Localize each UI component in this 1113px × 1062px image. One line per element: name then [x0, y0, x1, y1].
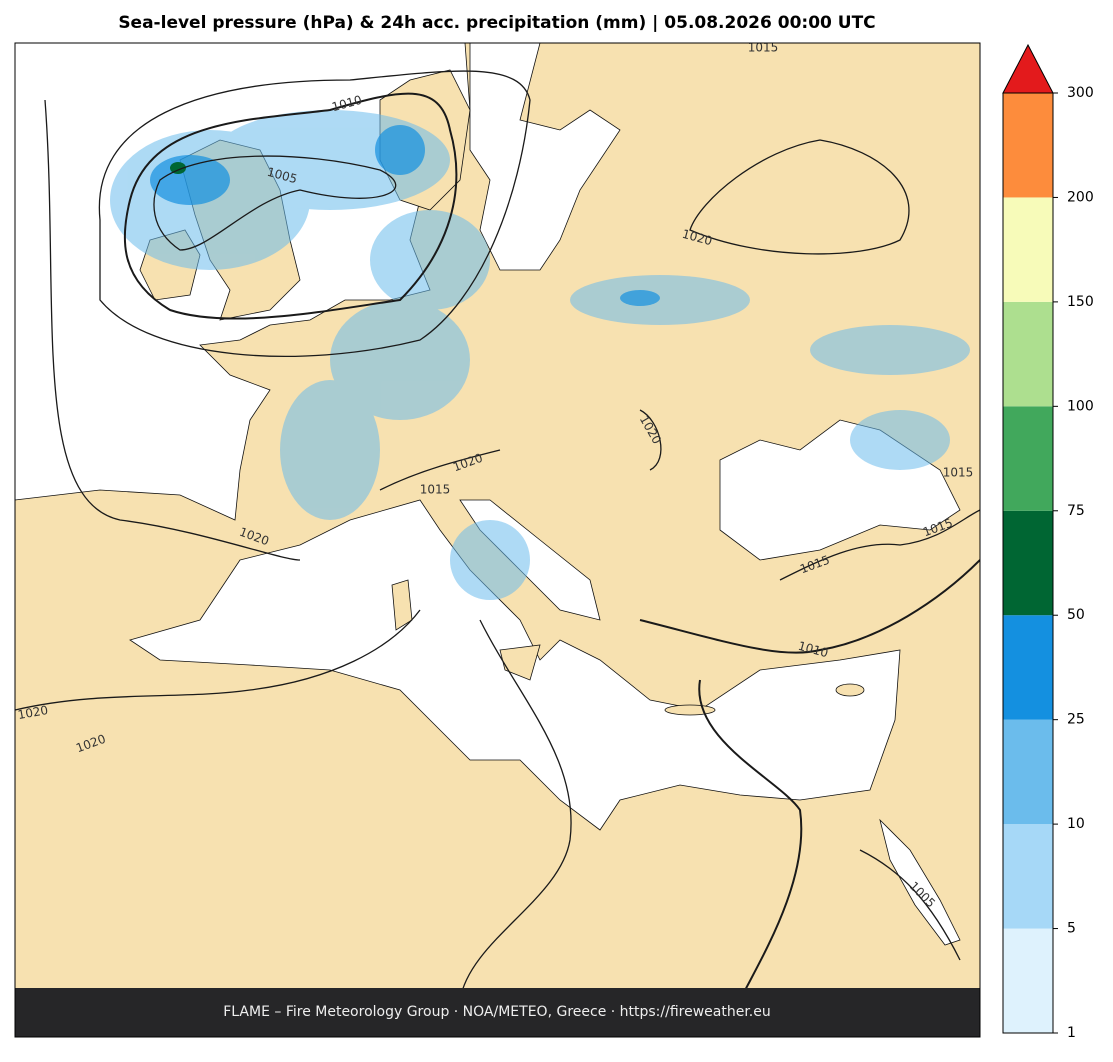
colorbar-tick-label: 25 — [1067, 712, 1085, 728]
colorbar-segment — [1003, 301, 1053, 407]
contour-label: 1015 — [420, 483, 451, 497]
isobars — [15, 70, 980, 1001]
sicily — [499, 644, 541, 681]
colorbar-segment — [1003, 93, 1053, 198]
colorbar-tick-label: 100 — [1067, 398, 1094, 414]
colorbar-segment — [1003, 615, 1053, 720]
colorbar-segment — [1003, 824, 1053, 929]
contour-label: 1020 — [17, 703, 50, 722]
colorbar-tick-label: 300 — [1067, 85, 1094, 101]
north-sea-baltic — [469, 43, 621, 271]
map-frame — [14, 42, 981, 1038]
colorbar-frame — [1002, 92, 1054, 1034]
colorbar-tick-label: 50 — [1067, 607, 1085, 623]
colorbar-tick-label: 200 — [1067, 189, 1094, 205]
colorbar-segment — [1003, 406, 1053, 511]
red-sea — [879, 818, 961, 946]
contour-label: 1015 — [943, 466, 974, 480]
colorbar-segment — [1003, 197, 1053, 302]
colorbar-tick-label: 5 — [1067, 921, 1076, 937]
title: Sea-level pressure (hPa) & 24h acc. prec… — [118, 13, 875, 33]
precipitation-heavy — [150, 125, 660, 306]
cyprus — [835, 683, 865, 697]
colorbar-tick-label: 1 — [1067, 1025, 1076, 1041]
footer-text: FLAME – Fire Meteorology Group · NOA/MET… — [223, 1004, 771, 1020]
colorbar-segment — [1003, 719, 1053, 825]
contour-label: 1015 — [748, 41, 779, 55]
colorbar-extend — [1002, 43, 1054, 94]
colorbar-tick-label: 10 — [1067, 816, 1085, 832]
colorbar: 1 5 10 25 50 75 100 150 200 300 — [1002, 43, 1094, 1041]
footer-bar — [15, 988, 980, 1037]
colorbar-segment — [1003, 510, 1053, 616]
colorbar-tick-label: 75 — [1067, 503, 1085, 519]
colorbar-segment — [1003, 928, 1053, 1033]
map: 1015 1010 1005 1020 1020 1020 1015 1020 … — [15, 41, 980, 1037]
colorbar-tick-label: 150 — [1067, 294, 1094, 310]
crete — [664, 704, 716, 716]
